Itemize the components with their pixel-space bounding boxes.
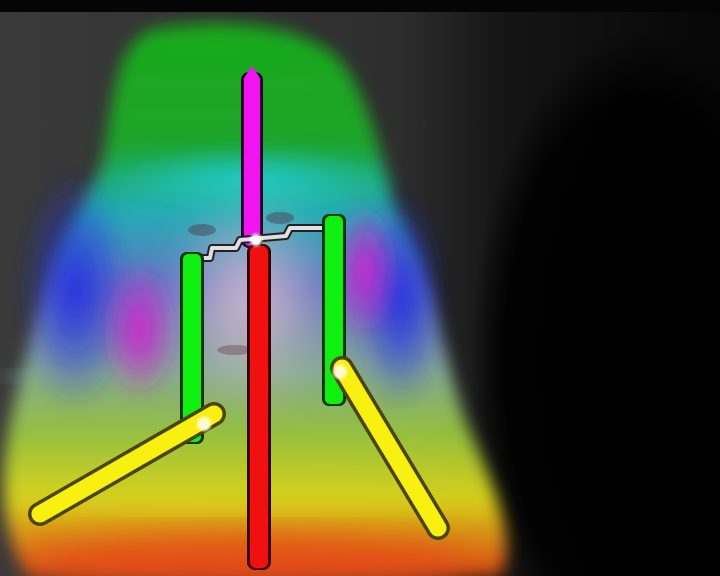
skeleton [28,66,450,570]
foreground-dark-shape [470,30,720,576]
bone-spine-lower-fill [250,246,268,568]
bone-spine-upper-fill [244,74,260,246]
bone-left-upper-arm-fill [183,254,201,442]
face-eye-right [266,212,294,224]
letterbox-top [0,0,720,12]
bone-spine-upper-tip [244,66,260,78]
bone-shoulder-link-fill [188,226,328,260]
joint-left-elbow [197,417,211,431]
bone-right-forearm-fill [333,359,447,537]
joint-neck [250,234,262,246]
heatmap-left-magenta [100,260,180,400]
face-eye-left [188,224,216,236]
joint-right-elbow [333,365,347,379]
bone-left-forearm-fill [31,405,223,523]
heatmap-right-magenta [330,200,400,340]
face-mouth [217,345,253,355]
